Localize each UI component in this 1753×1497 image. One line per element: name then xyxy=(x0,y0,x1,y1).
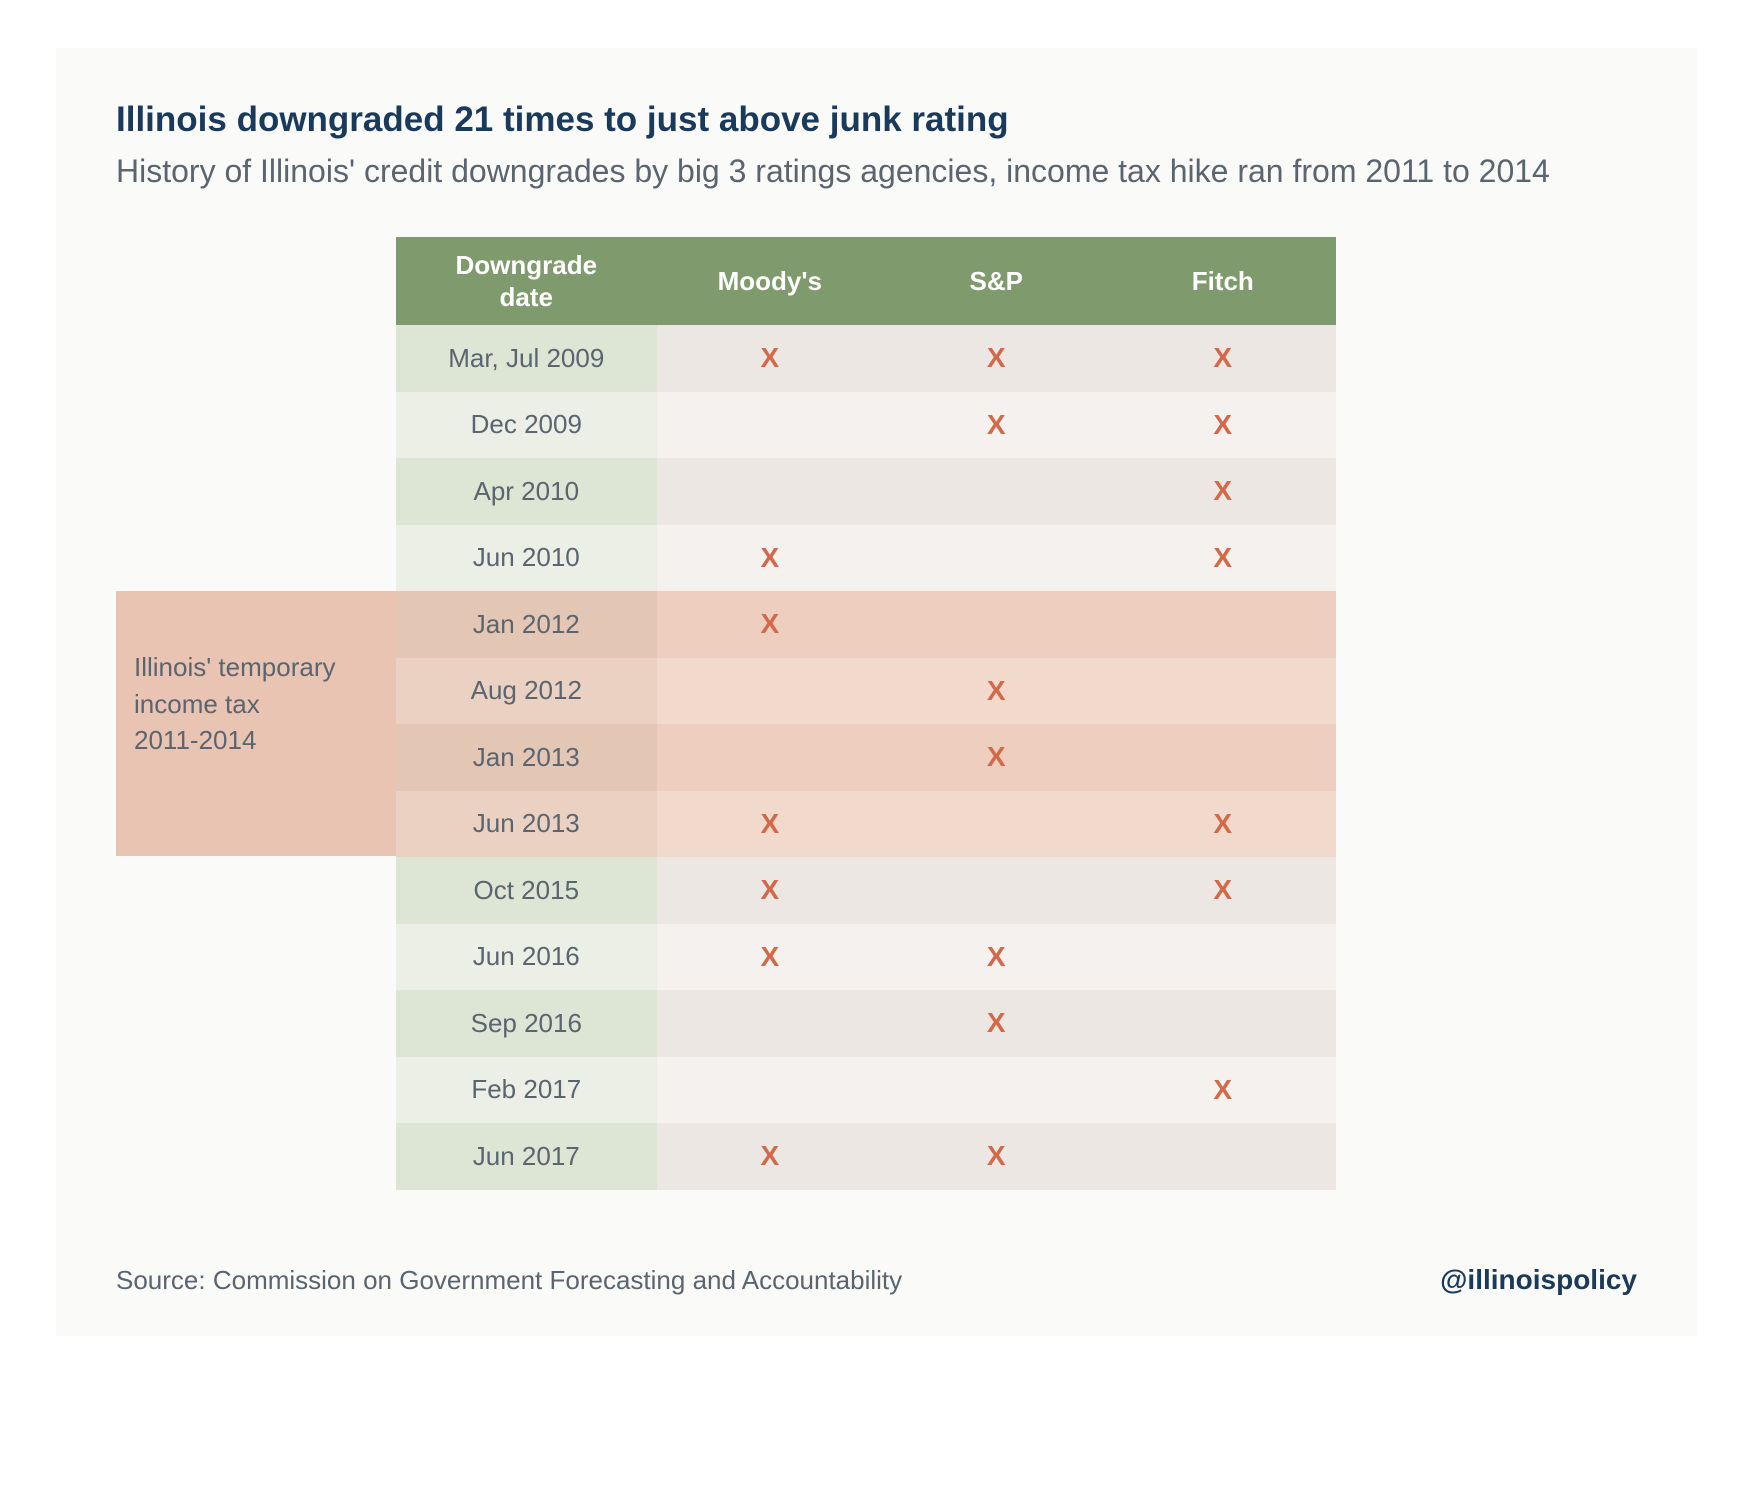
cell-moodys: X xyxy=(657,791,883,858)
table-row: Dec 2009 XX xyxy=(396,392,1336,459)
cell-sp xyxy=(883,791,1109,858)
cell-sp xyxy=(883,857,1109,924)
cell-date: Oct 2015 xyxy=(396,857,657,924)
col-header-date: Downgradedate xyxy=(396,237,657,325)
cell-sp: X xyxy=(883,392,1109,459)
cell-date: Feb 2017 xyxy=(396,1057,657,1124)
cell-sp xyxy=(883,525,1109,592)
cell-moodys xyxy=(657,1057,883,1124)
footer: Source: Commission on Government Forecas… xyxy=(116,1264,1637,1296)
cell-fitch: X xyxy=(1109,1057,1336,1124)
table-row: Sep 2016 X xyxy=(396,990,1336,1057)
cell-sp: X xyxy=(883,990,1109,1057)
table-row: Feb 2017 X xyxy=(396,1057,1336,1124)
cell-fitch xyxy=(1109,724,1336,791)
cell-fitch: X xyxy=(1109,791,1336,858)
chart-title: Illinois downgraded 21 times to just abo… xyxy=(116,100,1637,140)
cell-fitch xyxy=(1109,1123,1336,1190)
table-row: Mar, Jul 2009XXX xyxy=(396,325,1336,392)
cell-fitch xyxy=(1109,924,1336,991)
source-text: Source: Commission on Government Forecas… xyxy=(116,1265,902,1296)
cell-date: Sep 2016 xyxy=(396,990,657,1057)
cell-fitch xyxy=(1109,990,1336,1057)
cell-date: Dec 2009 xyxy=(396,392,657,459)
tax-period-annotation: Illinois' temporary income tax 2011-2014 xyxy=(116,591,430,856)
cell-sp xyxy=(883,1057,1109,1124)
table-body: Mar, Jul 2009XXXDec 2009XXApr 2010XJun 2… xyxy=(396,325,1336,1190)
infographic-card: Illinois downgraded 21 times to just abo… xyxy=(56,48,1697,1336)
col-header-sp: S&P xyxy=(883,237,1109,325)
table-row: Oct 2015XX xyxy=(396,857,1336,924)
cell-date: Jun 2013 xyxy=(396,791,657,858)
twitter-handle: @illinoispolicy xyxy=(1440,1264,1637,1296)
cell-fitch xyxy=(1109,658,1336,725)
cell-moodys: X xyxy=(657,924,883,991)
cell-sp xyxy=(883,591,1109,658)
cell-moodys: X xyxy=(657,1123,883,1190)
cell-date: Jun 2010 xyxy=(396,525,657,592)
cell-sp: X xyxy=(883,924,1109,991)
table-row: Jun 2017XX xyxy=(396,1123,1336,1190)
chart-subtitle: History of Illinois' credit downgrades b… xyxy=(116,150,1566,193)
table-header-row: Downgradedate Moody's S&P Fitch xyxy=(396,237,1336,325)
cell-moodys xyxy=(657,724,883,791)
annotation-line: Illinois' temporary xyxy=(134,649,430,685)
cell-moodys xyxy=(657,392,883,459)
cell-moodys xyxy=(657,990,883,1057)
cell-moodys: X xyxy=(657,591,883,658)
table-row: Jan 2012X xyxy=(396,591,1336,658)
table-row: Jun 2013XX xyxy=(396,791,1336,858)
annotation-line: income tax xyxy=(134,686,430,722)
cell-date: Jan 2013 xyxy=(396,724,657,791)
annotation-line: 2011-2014 xyxy=(134,722,430,758)
cell-sp: X xyxy=(883,325,1109,392)
table-row: Jun 2010XX xyxy=(396,525,1336,592)
cell-date: Apr 2010 xyxy=(396,458,657,525)
cell-fitch: X xyxy=(1109,525,1336,592)
cell-date: Jan 2012 xyxy=(396,591,657,658)
downgrades-table: Downgradedate Moody's S&P Fitch Mar, Jul… xyxy=(396,237,1336,1190)
cell-fitch: X xyxy=(1109,392,1336,459)
cell-date: Jun 2017 xyxy=(396,1123,657,1190)
table-zone: Illinois' temporary income tax 2011-2014… xyxy=(116,237,1637,1210)
cell-moodys xyxy=(657,458,883,525)
table-row: Aug 2012 X xyxy=(396,658,1336,725)
cell-date: Mar, Jul 2009 xyxy=(396,325,657,392)
cell-moodys: X xyxy=(657,325,883,392)
cell-sp: X xyxy=(883,658,1109,725)
cell-sp: X xyxy=(883,1123,1109,1190)
table-row: Jun 2016XX xyxy=(396,924,1336,991)
cell-sp: X xyxy=(883,724,1109,791)
table-row: Jan 2013 X xyxy=(396,724,1336,791)
cell-moodys xyxy=(657,658,883,725)
cell-fitch: X xyxy=(1109,325,1336,392)
cell-moodys: X xyxy=(657,857,883,924)
cell-fitch xyxy=(1109,591,1336,658)
cell-date: Jun 2016 xyxy=(396,924,657,991)
cell-date: Aug 2012 xyxy=(396,658,657,725)
cell-fitch: X xyxy=(1109,857,1336,924)
col-header-moodys: Moody's xyxy=(657,237,883,325)
table-row: Apr 2010 X xyxy=(396,458,1336,525)
cell-sp xyxy=(883,458,1109,525)
cell-moodys: X xyxy=(657,525,883,592)
col-header-fitch: Fitch xyxy=(1109,237,1336,325)
cell-fitch: X xyxy=(1109,458,1336,525)
